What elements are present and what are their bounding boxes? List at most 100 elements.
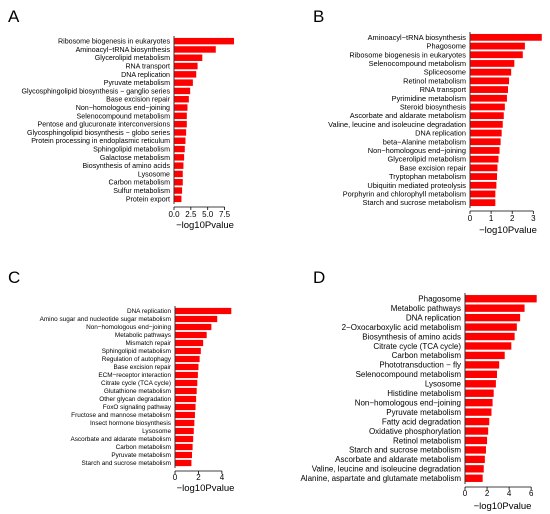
bar — [174, 145, 185, 153]
category-label: Mismatch repair — [126, 340, 172, 347]
bar — [174, 87, 191, 95]
bar — [470, 199, 496, 207]
x-tick-label: 7.5 — [219, 210, 231, 219]
bar — [465, 342, 512, 350]
bar — [470, 164, 498, 172]
category-label: Non−homologous end−joining — [355, 398, 461, 407]
bar — [465, 427, 489, 435]
bar — [174, 96, 189, 103]
category-label: RNA transport — [125, 63, 170, 71]
bar — [174, 120, 187, 128]
category-label: beta−Alanine metabolism — [383, 137, 466, 146]
category-label: Non−homologous end−joining — [76, 104, 170, 112]
bar — [175, 323, 212, 331]
category-label: Base excision repair — [113, 364, 171, 371]
category-label: Retinol metabolism — [403, 76, 466, 85]
bar — [470, 147, 500, 154]
bar — [174, 37, 234, 45]
bar — [175, 315, 218, 323]
category-label: Pyrimidine metabolism — [392, 94, 466, 103]
bar — [174, 112, 187, 120]
bar — [465, 389, 494, 397]
category-label: Metabolic pathways — [391, 304, 461, 313]
category-label: Glycosphingolipid biosynthesis − globo s… — [27, 129, 170, 137]
bar — [174, 187, 183, 194]
bar — [174, 104, 188, 111]
category-label: Histidine metabolism — [387, 389, 461, 398]
bar — [174, 162, 184, 169]
bar — [470, 33, 542, 41]
bar — [175, 403, 196, 411]
category-label: Phagosome — [418, 295, 461, 304]
bar — [175, 331, 207, 339]
bar — [175, 395, 197, 403]
bar — [465, 304, 525, 312]
category-label: Base excision repair — [106, 96, 171, 104]
category-label: Lysosome — [425, 380, 462, 389]
category-label: Alanine, aspartate and glutamate metabol… — [300, 474, 461, 483]
category-label: Carbon metabolism — [392, 351, 462, 360]
bar — [465, 465, 484, 473]
category-label: ECM−receptor interaction — [98, 372, 171, 379]
category-label: Glycosphingolipid biosynthesis − ganglio… — [22, 87, 171, 95]
category-label: Amino sugar and nucleotide sugar metabol… — [40, 316, 171, 323]
x-tick-label: 0 — [463, 489, 468, 498]
bar — [465, 323, 517, 331]
category-label: Pyruvate metabolism — [386, 408, 461, 417]
bar — [465, 370, 497, 379]
category-label: Ascorbate and aldarate metabolism — [335, 455, 461, 464]
category-label: Ribosome biogenesis in eukaryotes — [58, 38, 170, 46]
panel-letter: C — [8, 268, 20, 287]
category-label: Regulation of autophagy — [102, 356, 172, 363]
category-label: Pentose and glucuronate interconversions — [37, 121, 170, 129]
bar — [174, 71, 197, 78]
category-label: Protein processing in endoplasmic reticu… — [31, 137, 170, 145]
category-label: Ubiquitin mediated proteolysis — [367, 181, 466, 190]
category-label: Aminoacyl−tRNA biosynthesis — [76, 46, 171, 54]
category-label: DNA replication — [127, 308, 171, 315]
bar — [470, 68, 512, 76]
category-label: FoxO signaling pathway — [103, 404, 172, 411]
panel-letter: D — [313, 268, 325, 287]
category-label: Glycerolipid metabolism — [388, 155, 466, 164]
bar — [465, 332, 515, 341]
category-label: Glycerolipid metabolism — [95, 54, 170, 62]
category-label: Tryptophan metabolism — [389, 172, 466, 181]
bar — [175, 339, 204, 347]
bar — [470, 155, 499, 163]
x-tick-label: 4 — [507, 489, 512, 498]
x-axis-label: −log10Pvalue — [474, 501, 532, 512]
category-label: Glutathione metabolism — [104, 388, 171, 395]
category-label: Citrate cycle (TCA cycle) — [101, 380, 171, 387]
bar — [174, 129, 187, 136]
x-axis-label: −log10Pvalue — [176, 220, 234, 231]
x-axis-label: −log10Pvalue — [177, 483, 235, 494]
bar — [175, 411, 195, 419]
category-label: Fructose and mannose metabolism — [71, 412, 171, 419]
category-label: Spliceosome — [424, 68, 466, 77]
bar — [175, 371, 198, 379]
x-tick-label: 2 — [196, 473, 201, 482]
bar — [470, 94, 507, 102]
x-tick-label: 0 — [173, 473, 178, 482]
category-label: Insect hormone biosynthesis — [90, 420, 171, 427]
category-label: Carbon metabolism — [108, 179, 170, 187]
category-label: DNA replication — [415, 129, 466, 138]
bar — [174, 79, 193, 86]
category-label: Sulfur metabolism — [113, 187, 170, 195]
bar — [465, 351, 505, 360]
x-tick-label: 2.5 — [185, 210, 197, 219]
bar — [175, 347, 201, 355]
category-label: Starch and sucrose metabolism — [362, 198, 466, 207]
bar — [470, 51, 523, 59]
category-label: Non−homologous end−joining — [86, 324, 171, 331]
category-label: Sphingolipid metabolism — [93, 146, 170, 154]
bar — [174, 154, 185, 161]
x-tick-label: 3 — [531, 214, 536, 223]
bar — [175, 435, 194, 443]
category-label: Carbon metabolism — [116, 444, 171, 451]
bar — [465, 313, 521, 322]
bar — [470, 103, 505, 111]
x-tick-label: 2 — [510, 214, 515, 223]
